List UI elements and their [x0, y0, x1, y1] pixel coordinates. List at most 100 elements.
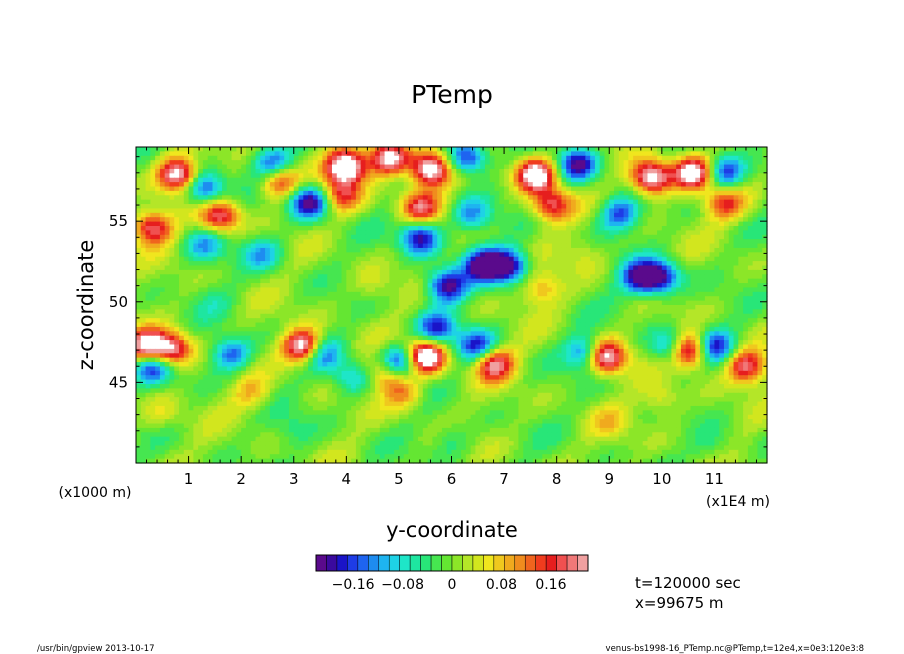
heatmap-cell — [179, 195, 185, 201]
heatmap-cell — [480, 190, 486, 196]
heatmap-cell — [159, 269, 166, 275]
heatmap-cell — [245, 278, 252, 284]
heatmap-cell — [604, 190, 610, 196]
heatmap-cell — [456, 226, 462, 231]
heatmap-cell — [566, 195, 572, 201]
heatmap-cell — [456, 155, 462, 161]
heatmap-cell — [413, 182, 419, 188]
heatmap-cell — [322, 221, 328, 227]
heatmap-cell — [422, 287, 429, 293]
heatmap-cell — [427, 239, 433, 245]
heatmap-cell — [494, 309, 500, 315]
heatmap-cell — [757, 265, 763, 271]
heatmap-cell — [551, 208, 558, 214]
heatmap-cell — [513, 212, 520, 218]
heatmap-cell — [494, 239, 500, 245]
heatmap-cell — [566, 305, 572, 310]
heatmap-cell — [475, 256, 481, 262]
heatmap-cell — [179, 230, 185, 236]
heatmap-cell — [145, 305, 151, 310]
heatmap-cell — [647, 204, 653, 210]
heatmap-cell — [475, 199, 481, 205]
heatmap-cell — [202, 199, 209, 205]
heatmap-cell — [657, 147, 663, 152]
heatmap-cell — [470, 155, 476, 161]
heatmap-cell — [226, 190, 233, 196]
heatmap-cell — [623, 151, 629, 157]
heatmap-cell — [571, 182, 577, 188]
heatmap-cell — [657, 186, 663, 192]
heatmap-cell — [475, 160, 481, 166]
heatmap-cell — [241, 190, 247, 196]
heatmap-cell — [327, 160, 333, 166]
heatmap-cell — [695, 221, 701, 227]
heatmap-cell — [260, 300, 266, 306]
heatmap-cell — [757, 234, 763, 240]
heatmap-cell — [657, 287, 663, 293]
heatmap-cell — [222, 195, 228, 201]
heatmap-cell — [527, 177, 534, 183]
heatmap-cell — [484, 212, 491, 218]
heatmap-cell — [265, 168, 271, 174]
heatmap-cell — [532, 261, 539, 267]
heatmap-cell — [274, 305, 281, 310]
heatmap-cell — [418, 155, 424, 161]
heatmap-cell — [269, 226, 276, 231]
heatmap-cell — [308, 155, 314, 161]
heatmap-cell — [752, 199, 759, 205]
heatmap-cell — [714, 252, 720, 258]
heatmap-cell — [661, 274, 668, 280]
heatmap-cell — [169, 151, 175, 157]
heatmap-cell — [489, 164, 496, 170]
heatmap-cell — [628, 173, 634, 179]
heatmap-cell — [408, 226, 414, 231]
heatmap-cell — [475, 230, 481, 236]
heatmap-cell — [637, 190, 644, 196]
heatmap-cell — [580, 204, 586, 210]
heatmap-cell — [370, 296, 376, 302]
heatmap-cell — [303, 168, 309, 174]
heatmap-cell — [308, 173, 314, 179]
heatmap-cell — [351, 239, 357, 245]
heatmap-cell — [666, 247, 672, 253]
heatmap-cell — [422, 265, 429, 271]
heatmap-cell — [250, 309, 257, 315]
heatmap-cell — [150, 269, 156, 275]
heatmap-cell — [293, 221, 300, 227]
heatmap-cell — [475, 204, 481, 210]
heatmap-cell — [680, 252, 687, 258]
heatmap-cell — [207, 243, 214, 249]
heatmap-cell — [298, 173, 304, 179]
heatmap-cell — [456, 274, 462, 280]
heatmap-cell — [690, 300, 696, 306]
heatmap-cell — [489, 199, 496, 205]
heatmap-cell — [341, 291, 347, 297]
heatmap-cell — [666, 239, 672, 245]
heatmap-cell — [193, 186, 199, 192]
heatmap-cell — [379, 287, 386, 293]
heatmap-cell — [532, 305, 539, 310]
heatmap-cell — [614, 221, 620, 227]
heatmap-cell — [155, 256, 161, 262]
heatmap-cell — [637, 221, 644, 227]
heatmap-cell — [413, 269, 419, 275]
heatmap-cell — [226, 177, 233, 183]
heatmap-cell — [351, 287, 357, 293]
heatmap-cell — [408, 173, 414, 179]
heatmap-cell — [312, 186, 319, 192]
heatmap-cell — [723, 160, 730, 166]
heatmap-cell — [279, 160, 285, 166]
heatmap-cell — [179, 300, 185, 306]
heatmap-cell — [150, 147, 156, 152]
heatmap-cell — [322, 283, 328, 289]
heatmap-cell — [179, 155, 185, 161]
heatmap-cell — [561, 164, 567, 170]
heatmap-cell — [628, 168, 634, 174]
heatmap-cell — [709, 239, 716, 245]
heatmap-cell — [733, 204, 739, 210]
heatmap-cell — [614, 309, 620, 315]
heatmap-cell — [145, 274, 151, 280]
heatmap-cell — [427, 195, 433, 201]
heatmap-cell — [451, 151, 457, 157]
heatmap-cell — [456, 147, 462, 152]
